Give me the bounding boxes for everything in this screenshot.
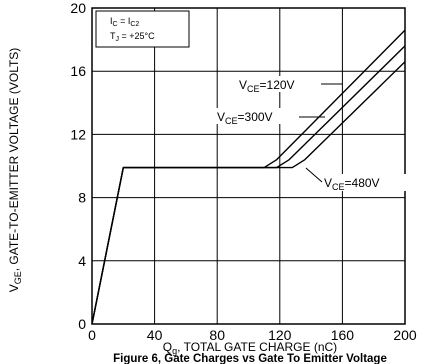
series-lines xyxy=(91,29,406,325)
y-tick-label: 0 xyxy=(78,316,86,332)
x-axis-label: Qg, TOTAL GATE CHARGE (nC) xyxy=(163,340,337,356)
series-label-300v-bg xyxy=(215,108,299,124)
x-tick-label: 80 xyxy=(209,327,225,343)
conditions-box-frame xyxy=(95,10,190,48)
plot-frame xyxy=(91,7,406,325)
series-label-480v-leader xyxy=(305,167,323,183)
y-tick-label: 4 xyxy=(78,253,86,269)
condition-current: IC = IC2 xyxy=(110,16,139,28)
series-label-300v-text: VCE=300V xyxy=(217,110,273,126)
x-tick-label: 0 xyxy=(88,327,96,343)
series-label-300v: VCE=300V xyxy=(215,108,325,126)
y-tick-label: 16 xyxy=(70,63,86,79)
series-label-480v-text: VCE=480V xyxy=(324,176,380,192)
series-label-120v-text: VCE=120V xyxy=(239,78,295,94)
y-tick-label: 8 xyxy=(78,190,86,206)
series-label-480v-bg xyxy=(322,174,408,191)
series-label-120v-bg xyxy=(236,76,321,92)
y-tick-label: 12 xyxy=(70,126,86,142)
x-tick-label: 120 xyxy=(268,327,292,343)
x-tick-labels: 0 40 80 120 160 200 xyxy=(88,327,417,343)
grid-lines xyxy=(91,7,406,325)
x-tick-label: 200 xyxy=(393,327,417,343)
figure-caption: Figure 6, Gate Charges vs Gate To Emitte… xyxy=(113,353,387,364)
y-tick-labels: 0 4 8 12 16 20 xyxy=(70,0,86,332)
x-tick-label: 160 xyxy=(331,327,355,343)
y-axis-label: VGE, GATE-TO-EMITTER VOLTAGE (VOLTS) xyxy=(7,48,23,293)
conditions-box: IC = IC2 TJ = +25°C xyxy=(95,10,190,48)
condition-temperature: TJ = +25°C xyxy=(110,31,155,43)
series-label-120v: VCE=120V xyxy=(236,76,342,94)
x-tick-label: 40 xyxy=(147,327,163,343)
y-tick-label: 20 xyxy=(70,0,86,16)
series-label-480v: VCE=480V xyxy=(305,167,408,192)
series-line-480v xyxy=(91,61,406,325)
